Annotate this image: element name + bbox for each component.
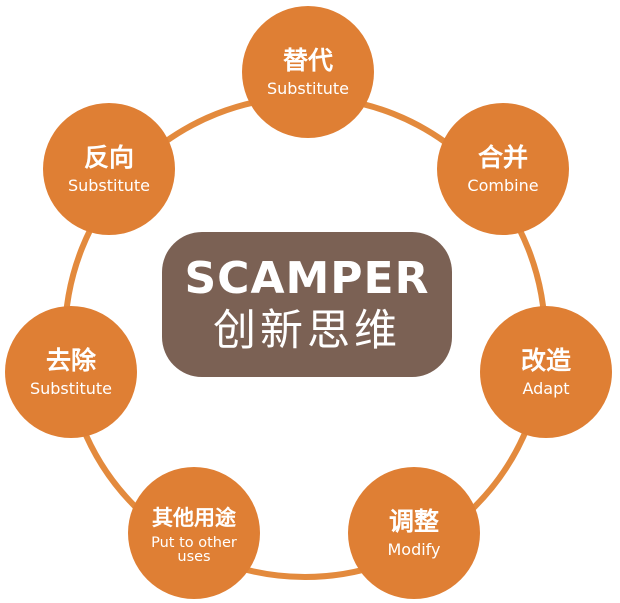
node-zh-label: 改造 — [520, 346, 571, 375]
center-box: SCAMPER 创新思维 — [162, 232, 452, 377]
node-en-label: Adapt — [522, 379, 570, 398]
node-en-label: Put to other uses — [151, 534, 237, 565]
node-reverse: 反向 Substitute — [43, 103, 175, 235]
node-en-label: Substitute — [67, 176, 151, 195]
center-subtitle: 创新思维 — [213, 305, 401, 356]
node-zh-label: 替代 — [282, 46, 333, 75]
node-combine: 合并 Combine — [437, 103, 569, 235]
node-en-label: Substitute — [29, 379, 113, 398]
node-zh-label: 反向 — [83, 143, 134, 172]
node-substitute: 替代 Substitute — [242, 6, 374, 138]
center-title: SCAMPER — [184, 252, 430, 304]
node-zh-label: 合并 — [477, 143, 528, 172]
node-adapt: 改造 Adapt — [480, 306, 612, 438]
node-en-label: Modify — [387, 540, 441, 559]
node-en-label: Combine — [467, 176, 539, 195]
node-modify: 调整 Modify — [348, 467, 480, 599]
node-zh-label: 其他用途 — [152, 505, 236, 530]
node-zh-label: 调整 — [388, 507, 439, 536]
node-put-to-other-uses: 其他用途 Put to other uses — [128, 467, 260, 599]
node-en-label: Substitute — [266, 79, 350, 98]
node-eliminate: 去除 Substitute — [5, 306, 137, 438]
node-zh-label: 去除 — [45, 346, 96, 375]
